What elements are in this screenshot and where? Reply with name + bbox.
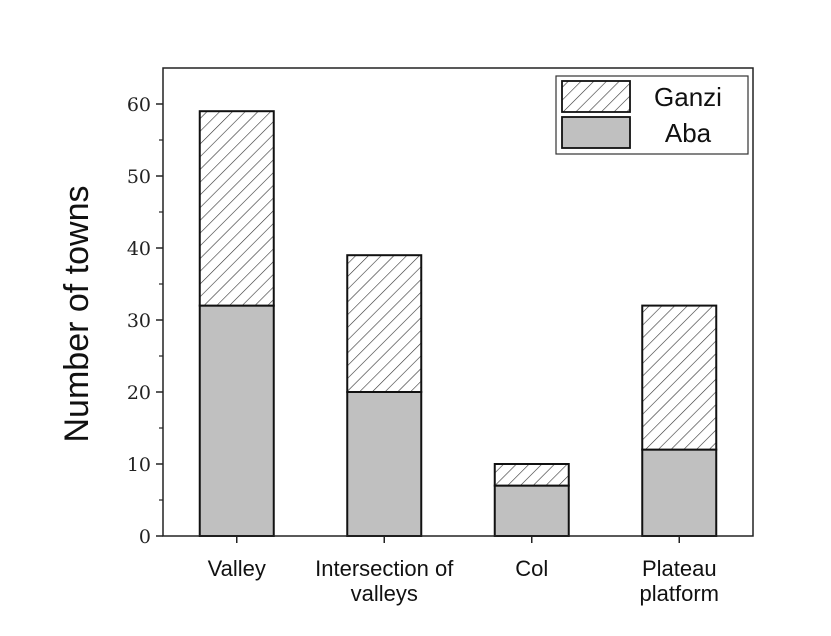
bar-ganzi xyxy=(346,254,423,393)
bar-aba xyxy=(346,391,423,537)
y-tick-label: 30 xyxy=(127,310,151,332)
legend-swatch-ganzi xyxy=(561,80,631,113)
legend-swatch-aba xyxy=(561,116,631,149)
bars-layer xyxy=(198,110,718,538)
bar-aba xyxy=(493,484,570,538)
x-category-label: Valley xyxy=(208,556,266,581)
bar-ganzi xyxy=(493,463,570,487)
y-tick-label: 40 xyxy=(127,238,151,260)
y-axis-label: Number of towns xyxy=(58,186,96,443)
legend-label-ganzi: Ganzi xyxy=(654,82,722,112)
bar-aba xyxy=(198,304,275,537)
y-tick-label: 0 xyxy=(139,526,151,548)
plot-frame xyxy=(162,67,754,537)
bar-ganzi xyxy=(198,110,275,307)
y-tick-label: 10 xyxy=(127,454,151,476)
bar-aba xyxy=(641,448,718,538)
bar-ganzi xyxy=(641,304,718,451)
axis-layer: 0 10 20 30 40 50 60 Valley Intersection ofvalley… xyxy=(127,94,719,606)
y-tick-label: 50 xyxy=(127,166,151,188)
legend-label-aba: Aba xyxy=(665,118,712,148)
x-category-label: Plateau xyxy=(642,556,717,581)
x-category-label: valleys xyxy=(351,581,418,606)
x-category-label: platform xyxy=(640,581,719,606)
x-category-label: Intersection of xyxy=(315,556,454,581)
y-tick-label: 60 xyxy=(127,94,151,116)
legend: Ganzi Aba xyxy=(555,75,749,155)
x-category-label: Col xyxy=(515,556,548,581)
y-tick-label: 20 xyxy=(127,382,151,404)
